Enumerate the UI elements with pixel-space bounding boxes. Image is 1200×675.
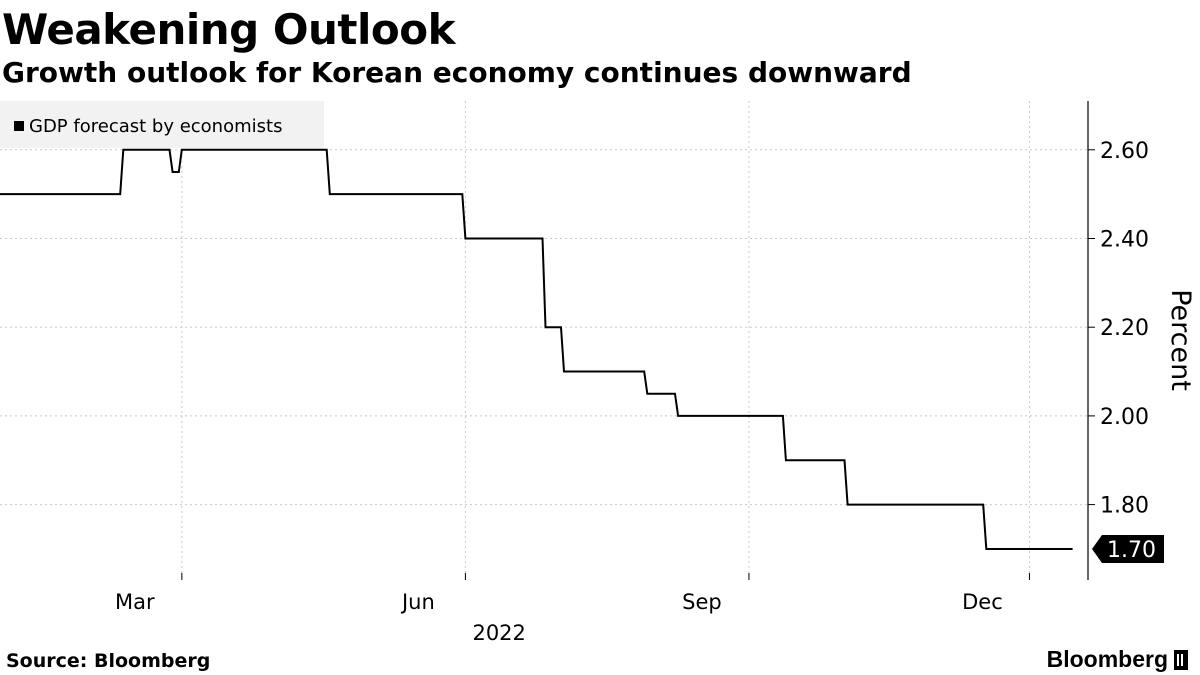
y-tick-label: 2.40 xyxy=(1100,227,1149,252)
chart-subtitle: Growth outlook for Korean economy contin… xyxy=(2,56,912,89)
x-axis-year-label: 2022 xyxy=(472,621,525,645)
axes xyxy=(181,101,1095,580)
last-value-label: 1.70 xyxy=(1107,538,1156,563)
x-tick-label: Dec xyxy=(962,590,1003,614)
y-tick-label: 2.00 xyxy=(1100,405,1149,430)
brand-name: Bloomberg xyxy=(1046,646,1168,672)
legend-background xyxy=(0,101,324,148)
chart-title: Weakening Outlook xyxy=(2,5,456,54)
y-axis-title: Percent xyxy=(1165,289,1196,391)
labels: 1.80 2.00 2.20 2.40 2.60 Mar Jun Sep Dec 2022 Perc… xyxy=(115,139,1196,645)
series-line-gdp-forecast xyxy=(0,148,1073,550)
grid-lines xyxy=(0,101,1088,580)
x-tick-label: Sep xyxy=(682,590,722,614)
brand-logo: Bloomberg xyxy=(1047,646,1188,673)
series-layer xyxy=(0,148,1073,550)
y-tick-label: 1.80 xyxy=(1100,494,1149,519)
y-tick-label: 2.60 xyxy=(1100,139,1149,164)
y-tick-label: 2.20 xyxy=(1100,316,1149,341)
last-value-badge xyxy=(1092,534,1164,563)
legend-label: GDP forecast by economists xyxy=(29,116,282,137)
source-note: Source: Bloomberg xyxy=(6,650,211,672)
legend-swatch xyxy=(14,121,24,131)
bloomberg-terminal-icon xyxy=(1174,649,1188,670)
x-tick-label: Mar xyxy=(115,590,155,614)
legend: GDP forecast by economists xyxy=(0,101,324,148)
x-tick-label: Jun xyxy=(400,590,435,614)
